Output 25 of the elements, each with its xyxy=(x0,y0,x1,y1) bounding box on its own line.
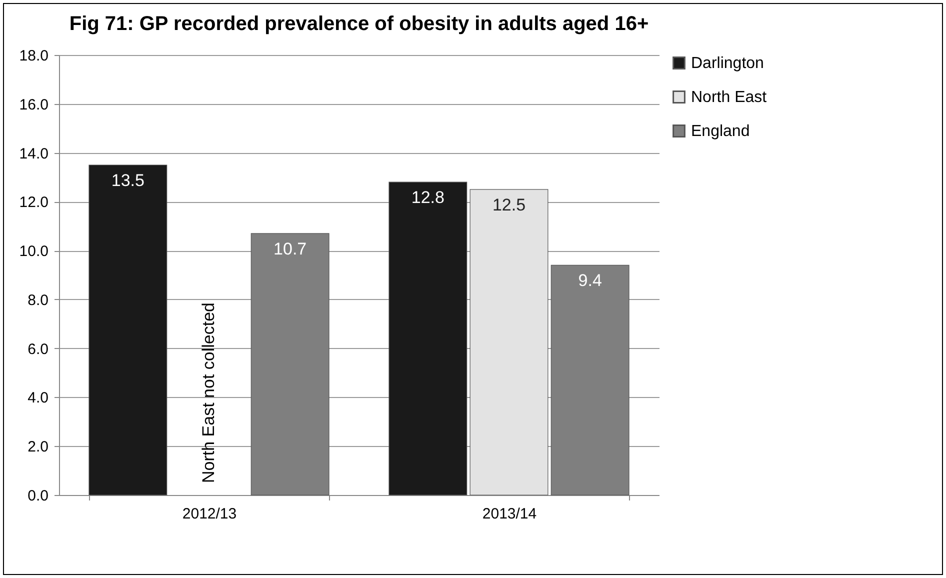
x-tick-label: 2012/13 xyxy=(182,506,237,522)
bar xyxy=(388,182,468,496)
x-tick-label: 2013/14 xyxy=(482,506,537,522)
bar xyxy=(470,189,548,496)
data-label: 13.5 xyxy=(111,171,144,190)
y-tick-label: 6.0 xyxy=(28,340,48,358)
annotation: North East not collected xyxy=(199,302,218,483)
y-tick-label: 0.0 xyxy=(28,488,48,504)
bar xyxy=(88,164,168,496)
data-label: 12.8 xyxy=(411,188,444,208)
data-label: 12.5 xyxy=(492,195,526,214)
y-tick-label: 14.0 xyxy=(19,145,48,162)
y-tick-label: 10.0 xyxy=(19,243,48,260)
y-tick-label: 18.0 xyxy=(19,48,48,64)
legend-label: England xyxy=(691,123,750,140)
y-tick-label: 16.0 xyxy=(19,96,48,114)
data-label: 10.7 xyxy=(274,239,307,258)
y-tick-label: 8.0 xyxy=(28,292,48,309)
y-tick-label: 12.0 xyxy=(19,194,48,212)
chart-title: Fig 71: GP recorded prevalence of obesity in adults aged 16+ xyxy=(69,13,649,35)
legend-label: North East xyxy=(691,89,768,106)
legend-label: Darlington xyxy=(691,55,764,72)
data-label: 9.4 xyxy=(578,271,602,290)
y-tick-label: 4.0 xyxy=(28,390,48,407)
y-tick-label: 2.0 xyxy=(28,438,48,456)
